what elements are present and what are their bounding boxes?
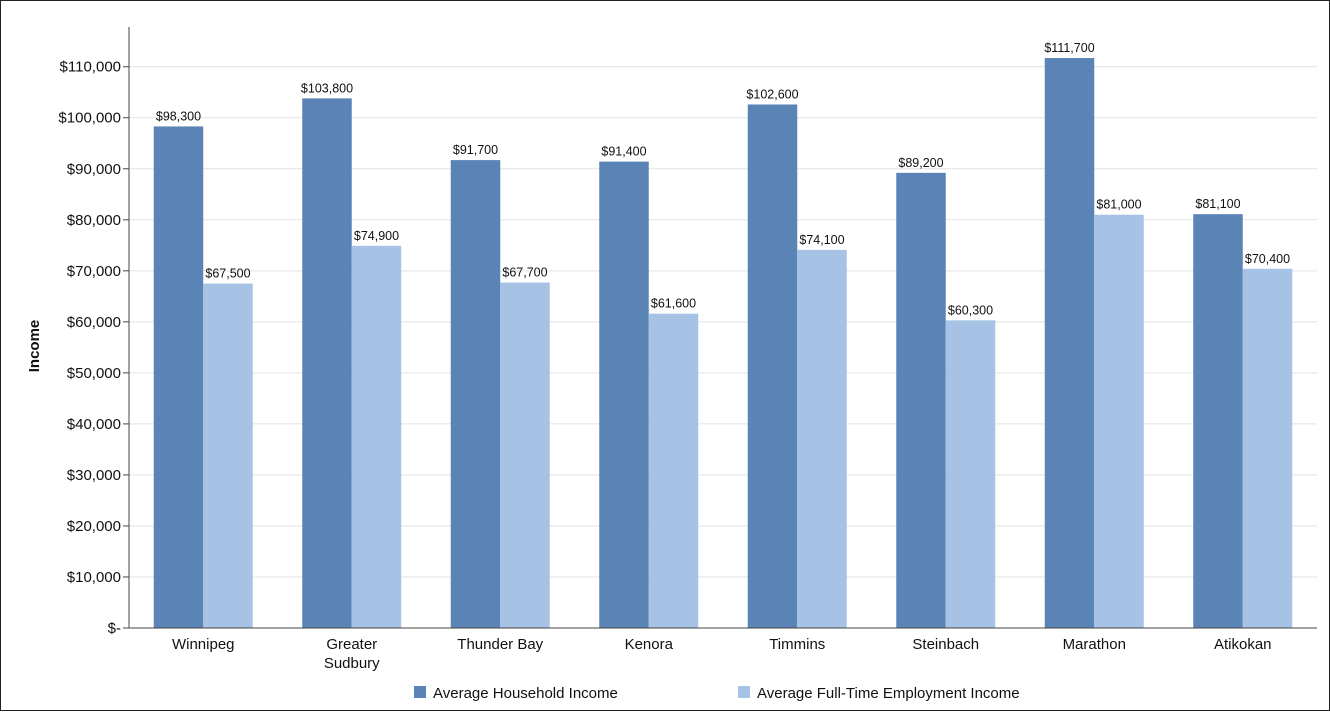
data-label: $74,100	[799, 233, 844, 247]
household-income-bar	[1193, 214, 1243, 628]
household-income-bar	[896, 172, 946, 628]
data-label: $67,700	[502, 266, 547, 280]
data-label: $67,500	[205, 267, 250, 281]
employment-income-bar	[500, 282, 550, 628]
y-tick-label: $70,000	[67, 263, 121, 280]
y-tick-label: $60,000	[67, 314, 121, 331]
data-label: $98,300	[156, 109, 201, 123]
data-label: $103,800	[301, 81, 353, 95]
data-labels: $98,300 $103,800 $91,700 $91,400 $102,600 $89…	[156, 41, 1290, 317]
y-tick-label: $100,000	[58, 110, 121, 127]
x-axis-categories: Winnipeg Greater Sudbury Thunder Bay Kenora T…	[172, 636, 1272, 672]
y-tick-label: $-	[108, 620, 121, 637]
y-tick-label: $90,000	[67, 161, 121, 178]
y-axis-label: Income	[26, 320, 43, 373]
x-category-label: Atikokan	[1214, 636, 1272, 653]
employment-income-bar	[203, 283, 253, 628]
x-category-label: Thunder Bay	[457, 636, 543, 653]
x-category-label: Greater	[326, 636, 377, 653]
y-tick-label: $110,000	[60, 59, 121, 76]
data-label: $74,900	[354, 229, 399, 243]
data-label: $61,600	[651, 297, 696, 311]
employment-income-bar	[1242, 268, 1293, 628]
y-tick-label: $80,000	[67, 212, 121, 229]
employment-income-bar	[648, 313, 699, 628]
y-tick-label: $40,000	[67, 416, 121, 433]
x-category-label: Sudbury	[324, 655, 380, 672]
y-tick-label: $10,000	[67, 569, 121, 586]
employment-income-bar	[1094, 214, 1144, 628]
axes	[128, 27, 1317, 629]
data-label: $81,000	[1096, 198, 1141, 212]
x-category-label: Marathon	[1063, 636, 1126, 653]
legend-label: Average Full-Time Employment Income	[757, 685, 1020, 702]
x-category-label: Winnipeg	[172, 636, 235, 653]
x-category-label: Kenora	[625, 636, 674, 653]
data-label: $81,100	[1195, 197, 1240, 211]
legend-swatch-employment	[738, 686, 750, 698]
legend-label: Average Household Income	[433, 685, 618, 702]
household-income-bar	[450, 160, 501, 628]
y-tick-label: $20,000	[67, 518, 121, 535]
data-label: $89,200	[898, 156, 943, 170]
household-income-bar	[153, 126, 204, 629]
legend: Average Household Income Average Full-Tim…	[414, 685, 1020, 702]
y-axis-ticks: $- $10,000 $20,000 $30,000 $40,000 $50,000 $60…	[58, 59, 129, 637]
household-income-bar	[599, 161, 649, 628]
x-category-label: Steinbach	[912, 636, 979, 653]
household-income-bar	[1044, 58, 1095, 629]
employment-income-bar	[945, 320, 996, 628]
data-label: $91,400	[601, 145, 646, 159]
data-label: $60,300	[948, 303, 993, 317]
x-category-label: Timmins	[769, 636, 825, 653]
household-income-bar	[302, 98, 352, 629]
y-tick-label: $50,000	[67, 365, 121, 382]
household-income-bar	[747, 104, 798, 628]
employment-income-bar	[797, 249, 847, 628]
data-label: $91,700	[453, 143, 498, 157]
data-label: $70,400	[1245, 252, 1290, 266]
data-label: $102,600	[746, 87, 798, 101]
legend-swatch-household	[414, 686, 426, 698]
data-label: $111,700	[1044, 41, 1094, 55]
bars	[153, 58, 1293, 629]
employment-income-bar	[351, 245, 402, 629]
y-tick-label: $30,000	[67, 467, 121, 484]
